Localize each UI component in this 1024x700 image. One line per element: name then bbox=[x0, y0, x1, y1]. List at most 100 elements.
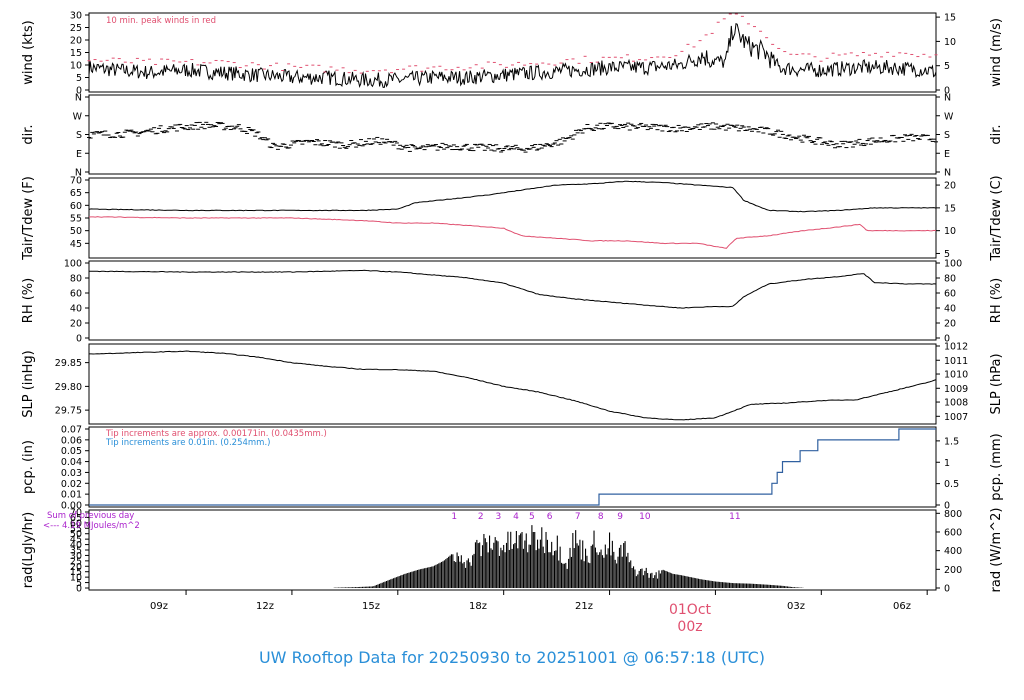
y-axis-label-right: rad (W/m^2) bbox=[989, 508, 1004, 593]
left-tick-label: 60 bbox=[70, 289, 82, 300]
left-tick-label: 65 bbox=[70, 513, 82, 524]
right-tick-label: N bbox=[944, 93, 951, 104]
panel-frame bbox=[88, 94, 937, 175]
y-axis-label-right: Tair/Tdew (C) bbox=[989, 175, 1004, 261]
hour-marker: 7 bbox=[575, 512, 581, 522]
y-axis-label-left: dir. bbox=[21, 124, 36, 144]
left-tick-label: 20 bbox=[70, 562, 82, 573]
left-tick-label: 45 bbox=[70, 535, 82, 546]
left-tick-label: 25 bbox=[70, 23, 82, 34]
left-tick-label: 0 bbox=[76, 334, 82, 345]
x-tick-label-15z: 15z bbox=[362, 601, 380, 612]
right-tick-label: 20 bbox=[944, 319, 956, 330]
panel-frame bbox=[88, 12, 937, 93]
y-axis-label-right: dir. bbox=[989, 124, 1004, 144]
left-tick-label: 70 bbox=[70, 508, 82, 519]
panel-rh: 0 20 40 60 80 100 0 20 40 60 80 100 RH (%) RH (%) bbox=[21, 259, 1004, 345]
right-tick-label: 15 bbox=[944, 13, 956, 24]
panel-slp: 29.75 29.80 29.85 1007 1008 1009 1010 1011 1012 S… bbox=[21, 342, 1004, 425]
right-tick-label: 1007 bbox=[944, 412, 968, 423]
right-tick-label: 1009 bbox=[944, 384, 968, 395]
right-tick-label: 15 bbox=[944, 203, 956, 214]
right-tick-label: W bbox=[944, 111, 954, 122]
hour-marker: 10 bbox=[639, 512, 651, 522]
left-tick-label: 0.06 bbox=[61, 435, 82, 446]
left-tick-label: 0 bbox=[76, 584, 82, 595]
left-tick-label: 0.07 bbox=[61, 425, 82, 436]
right-tick-label: 1 bbox=[944, 458, 950, 469]
series-direction bbox=[87, 121, 938, 153]
series-peak bbox=[87, 13, 938, 74]
right-tick-label: 1.5 bbox=[944, 436, 959, 447]
hour-marker: 2 bbox=[478, 512, 484, 522]
left-tick-label: 0.05 bbox=[61, 446, 82, 457]
right-tick-label: 0 bbox=[944, 86, 950, 97]
right-tick-label: 10 bbox=[944, 37, 956, 48]
panel-frame bbox=[88, 260, 937, 341]
right-tick-label: 40 bbox=[944, 304, 956, 315]
y-axis-label-left: pcp. (in) bbox=[21, 440, 36, 494]
series-Tdew bbox=[88, 216, 937, 249]
hour-marker: 4 bbox=[513, 512, 519, 522]
right-tick-label: 0 bbox=[944, 584, 950, 595]
left-tick-label: 15 bbox=[70, 567, 82, 578]
hour-marker: 9 bbox=[617, 512, 623, 522]
panel-note: Tip increments are approx. 0.00171in. (0… bbox=[105, 429, 327, 439]
right-tick-label: E bbox=[944, 149, 950, 160]
left-tick-label: 55 bbox=[70, 524, 82, 535]
series-radiation bbox=[333, 525, 804, 588]
left-tick-label: 20 bbox=[70, 319, 82, 330]
right-tick-label: 5 bbox=[944, 61, 950, 72]
right-tick-label: 20 bbox=[944, 181, 956, 192]
x-tick-label-06z: 06z bbox=[893, 601, 911, 612]
left-tick-label: N bbox=[75, 168, 82, 179]
right-tick-label: 1011 bbox=[944, 356, 968, 367]
right-tick-label: 0 bbox=[944, 501, 950, 512]
panel-pcp: 0.000.010.020.030.040.050.060.07 0 0.5 1 1.5… bbox=[21, 425, 1004, 512]
panel-frame bbox=[88, 426, 937, 508]
y-axis-label-right: SLP (hPa) bbox=[989, 353, 1004, 414]
left-tick-label: 50 bbox=[70, 226, 82, 237]
right-tick-label: 10 bbox=[944, 226, 956, 237]
right-tick-label: 5 bbox=[944, 249, 950, 260]
right-tick-label: 60 bbox=[944, 289, 956, 300]
left-tick-label: S bbox=[76, 130, 82, 141]
left-tick-label: 80 bbox=[70, 274, 82, 285]
left-tick-label: 60 bbox=[70, 201, 82, 212]
sum-note: Sum of previous day bbox=[47, 511, 134, 521]
left-tick-label: 55 bbox=[70, 214, 82, 225]
panel-note: Tip increments are 0.01in. (0.254mm.) bbox=[105, 438, 270, 448]
left-tick-label: 30 bbox=[70, 551, 82, 562]
right-tick-label: N bbox=[944, 168, 951, 179]
right-tick-label: 600 bbox=[944, 527, 962, 538]
left-tick-label: 0 bbox=[76, 86, 82, 97]
x-tick-label-18z: 18z bbox=[469, 601, 487, 612]
x-tick-label-21z: 21z bbox=[575, 601, 593, 612]
hour-marker: 3 bbox=[496, 512, 502, 522]
right-tick-label: 800 bbox=[944, 509, 962, 520]
left-tick-label: 45 bbox=[70, 239, 82, 250]
x-tick-label-12z: 12z bbox=[256, 601, 274, 612]
series-SLP bbox=[89, 350, 937, 421]
hour-marker: 5 bbox=[529, 512, 535, 522]
left-tick-label: 29.80 bbox=[55, 382, 82, 393]
right-tick-label: 200 bbox=[944, 565, 962, 576]
left-tick-label: 0.02 bbox=[61, 479, 82, 490]
right-tick-label: 80 bbox=[944, 274, 956, 285]
left-tick-label: 25 bbox=[70, 556, 82, 567]
x-tick-label-09z: 09z bbox=[150, 601, 168, 612]
y-axis-label-left: rad(Lgly/hr) bbox=[21, 512, 36, 588]
panel-frame bbox=[88, 343, 937, 425]
x-tick-label-03z: 03z bbox=[787, 601, 805, 612]
series-Tair bbox=[88, 180, 937, 213]
left-tick-label: N bbox=[75, 93, 82, 104]
x-tick-label-00z: 00z bbox=[677, 619, 702, 635]
right-tick-label: 400 bbox=[944, 546, 962, 557]
hour-marker: 11 bbox=[729, 512, 740, 522]
left-tick-label: 29.75 bbox=[55, 406, 82, 417]
hour-marker: 1 bbox=[451, 512, 457, 522]
y-axis-label-right: pcp. (mm) bbox=[989, 433, 1004, 500]
panel-note: 10 min. peak winds in red bbox=[106, 16, 216, 26]
